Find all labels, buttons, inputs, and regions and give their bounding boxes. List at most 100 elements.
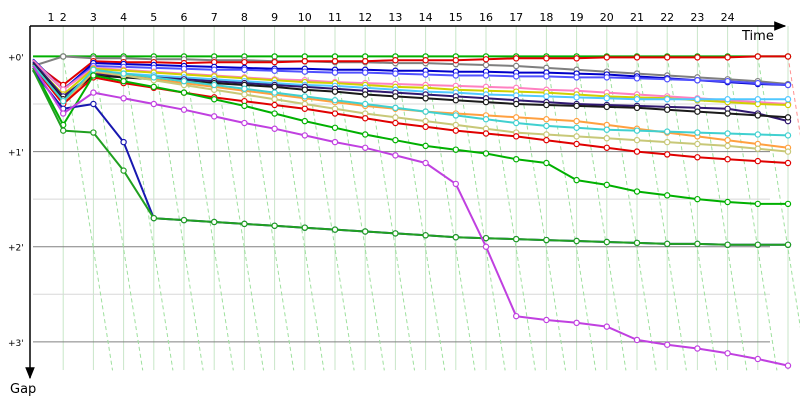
series-point bbox=[603, 126, 611, 133]
series-line bbox=[32, 67, 788, 205]
series-point bbox=[452, 57, 459, 64]
series-point bbox=[301, 117, 308, 125]
lap-progress-line-22 bbox=[666, 56, 718, 371]
series-point bbox=[573, 237, 580, 245]
series-point bbox=[60, 53, 67, 60]
series-point bbox=[543, 316, 550, 324]
lap-progress-line-5 bbox=[153, 56, 204, 371]
series-point bbox=[180, 77, 188, 85]
series-point bbox=[60, 110, 67, 117]
series-point bbox=[784, 53, 792, 60]
x-tick-label: 13 bbox=[388, 11, 402, 24]
series-line bbox=[32, 65, 789, 367]
series-point bbox=[603, 74, 611, 81]
series-point bbox=[482, 243, 490, 250]
series-point bbox=[543, 73, 550, 80]
series-point bbox=[422, 232, 429, 239]
series-point bbox=[724, 130, 731, 137]
series-point bbox=[120, 95, 127, 102]
series-point bbox=[603, 323, 611, 330]
series-point bbox=[150, 214, 157, 222]
series-point bbox=[724, 54, 731, 61]
series-point bbox=[754, 200, 762, 208]
series-point bbox=[724, 198, 731, 206]
series-point bbox=[784, 241, 792, 249]
series-point bbox=[754, 355, 762, 363]
x-tick-label: 8 bbox=[241, 11, 248, 24]
series-point bbox=[392, 114, 399, 121]
series-point bbox=[362, 144, 369, 151]
series-point bbox=[392, 104, 399, 112]
series-point bbox=[694, 129, 701, 136]
series-point bbox=[482, 234, 490, 242]
series-point bbox=[694, 154, 701, 161]
lap-progress-line-15 bbox=[455, 56, 506, 371]
series-point bbox=[210, 96, 218, 103]
series-point bbox=[362, 115, 369, 122]
series-point bbox=[543, 159, 550, 167]
series-point bbox=[482, 61, 490, 69]
series-point bbox=[120, 77, 127, 85]
series-point bbox=[271, 96, 278, 103]
series-point bbox=[513, 55, 520, 62]
series-point bbox=[241, 85, 248, 92]
x-tick-label: 5 bbox=[150, 11, 157, 24]
lap-progress-line-12 bbox=[364, 56, 416, 371]
x-tick-label: 21 bbox=[630, 11, 644, 24]
series-point bbox=[543, 236, 550, 244]
series-point bbox=[573, 176, 580, 184]
series-point bbox=[150, 83, 157, 91]
series-point bbox=[301, 68, 308, 75]
series-point bbox=[482, 98, 490, 106]
series-point bbox=[543, 136, 550, 144]
series-line bbox=[32, 62, 789, 106]
series-line bbox=[32, 64, 789, 137]
x-tick-label: 9 bbox=[271, 11, 278, 24]
series-point bbox=[392, 70, 399, 77]
x-tick-label: 2 bbox=[60, 11, 67, 24]
series-line bbox=[32, 69, 788, 246]
series-point bbox=[573, 117, 580, 125]
lap-progress-line-17 bbox=[515, 56, 567, 371]
series-point bbox=[331, 58, 339, 65]
series-point bbox=[90, 89, 97, 96]
series-point bbox=[241, 102, 248, 110]
series-point bbox=[633, 148, 641, 155]
series-line bbox=[32, 65, 789, 164]
series-point bbox=[513, 119, 520, 127]
series-point bbox=[664, 151, 671, 158]
x-tick-label: 18 bbox=[539, 11, 553, 24]
series-point bbox=[664, 76, 671, 83]
series-point bbox=[241, 119, 248, 127]
series-point bbox=[362, 100, 369, 108]
series-point bbox=[724, 96, 731, 103]
series-point bbox=[90, 66, 97, 73]
series-line bbox=[32, 60, 789, 91]
series-point bbox=[573, 319, 580, 327]
series-point bbox=[331, 138, 339, 146]
series-point bbox=[331, 88, 339, 95]
series-point bbox=[392, 119, 399, 127]
y-tick-label: +0' bbox=[8, 53, 24, 63]
series-point bbox=[482, 130, 490, 137]
series-point bbox=[482, 72, 490, 79]
lap-progress-line-25 bbox=[757, 56, 800, 329]
series-point bbox=[422, 71, 429, 78]
x-tick-label: 16 bbox=[479, 11, 493, 24]
series-point bbox=[271, 125, 278, 132]
series-point bbox=[452, 72, 459, 79]
series-point bbox=[633, 239, 641, 247]
lap-progress-line-6 bbox=[183, 56, 234, 371]
series-point bbox=[664, 54, 671, 61]
series-point bbox=[633, 188, 641, 195]
series-point bbox=[180, 106, 188, 113]
series-point bbox=[271, 110, 278, 117]
series-point bbox=[754, 157, 762, 165]
series-point bbox=[331, 69, 339, 76]
series-point bbox=[724, 142, 731, 150]
series-point bbox=[784, 81, 792, 89]
x-tick-label: 4 bbox=[120, 11, 127, 24]
series-point bbox=[724, 110, 731, 117]
series-point bbox=[633, 75, 641, 82]
